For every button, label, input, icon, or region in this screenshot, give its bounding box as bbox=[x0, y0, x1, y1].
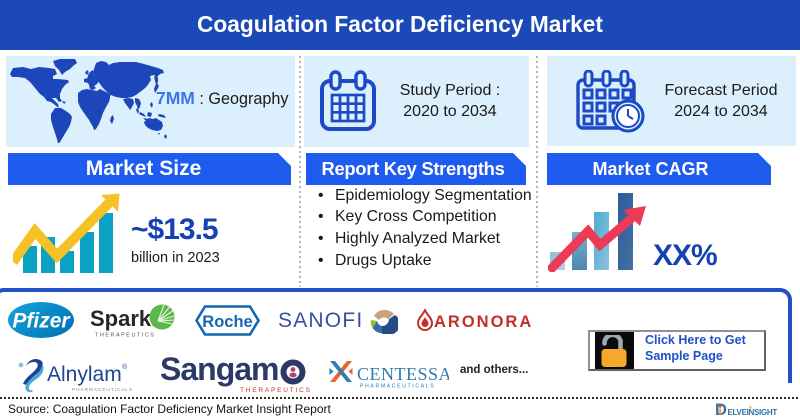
svg-text:PHARMACEUTICALS: PHARMACEUTICALS bbox=[72, 387, 133, 393]
svg-text:Alnylam: Alnylam bbox=[47, 363, 122, 386]
svg-text:CENTESSA: CENTESSA bbox=[357, 364, 449, 384]
svg-text:Sangam: Sangam bbox=[160, 351, 278, 387]
svg-text:ELVEINSIGHT: ELVEINSIGHT bbox=[728, 408, 778, 417]
svg-text:PHARMACEUTICALS: PHARMACEUTICALS bbox=[360, 384, 435, 390]
svg-text:Pfizer: Pfizer bbox=[12, 310, 71, 333]
svg-text:THERAPEUTICS: THERAPEUTICS bbox=[95, 333, 155, 339]
svg-text:Roche: Roche bbox=[202, 313, 252, 331]
svg-text:Spark.: Spark. bbox=[90, 306, 157, 331]
svg-text:THERAPEUTICS: THERAPEUTICS bbox=[240, 387, 312, 394]
svg-text:®: ® bbox=[122, 363, 128, 371]
svg-text:ARONORA: ARONORA bbox=[434, 313, 533, 331]
